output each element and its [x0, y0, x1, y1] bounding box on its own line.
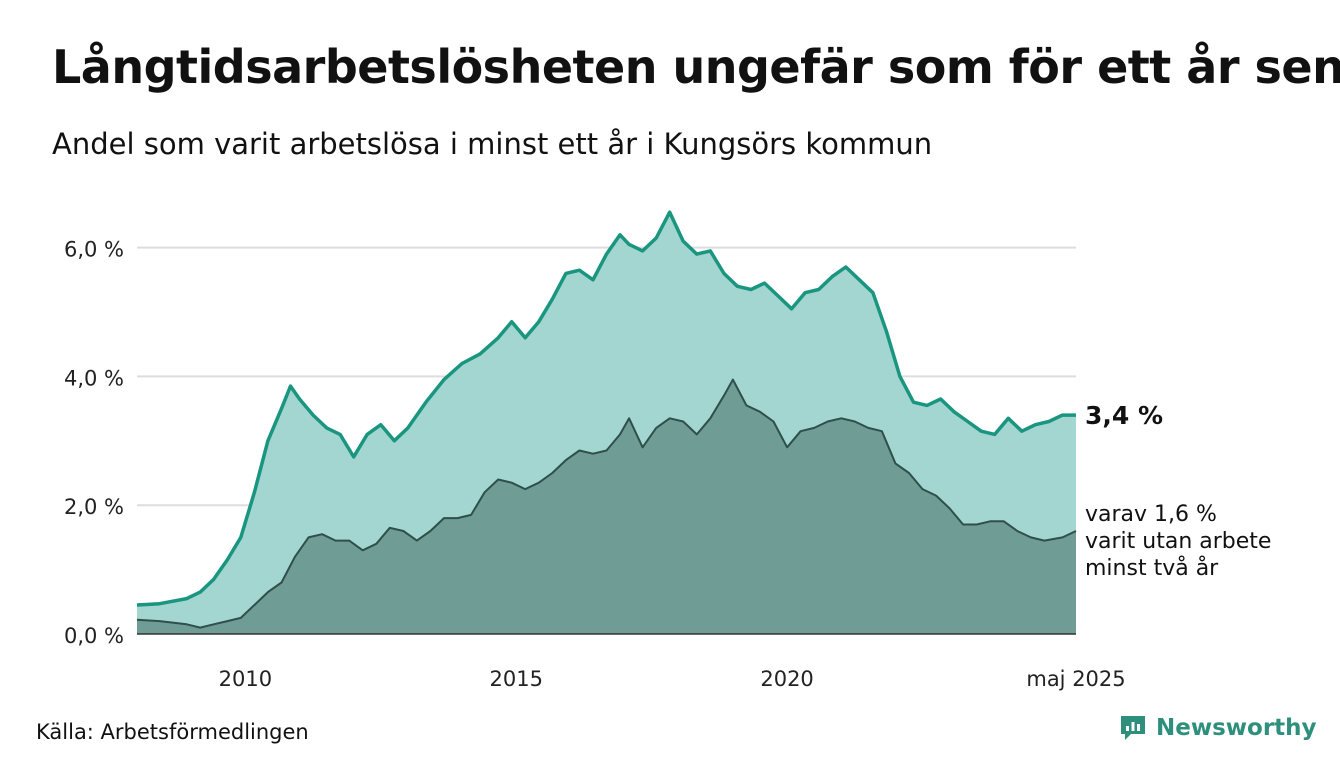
sub-value-label-line: minst två år — [1085, 555, 1219, 581]
x-tick-label: maj 2025 — [1026, 667, 1125, 691]
series-line-minst-ett-ar — [136, 210, 1076, 607]
newsworthy-logo-icon — [1121, 716, 1145, 740]
last-value-label: 3,4 % — [1085, 401, 1163, 430]
x-tick-label: 2020 — [760, 667, 813, 691]
y-tick-label: 4,0 % — [64, 366, 124, 390]
y-tick-label: 0,0 % — [64, 624, 124, 648]
sub-value-label-line: varit utan arbete — [1085, 529, 1271, 554]
brand-logo: Newsworthy — [1118, 713, 1317, 743]
source-note: Källa: Arbetsförmedlingen — [36, 720, 309, 744]
series-area-minst-tva-ar — [137, 379, 1076, 634]
sub-value-label-line: varav 1,6 % — [1085, 502, 1217, 527]
chart-subtitle: Andel som varit arbetslösa i minst ett å… — [52, 127, 933, 161]
area-chart: 0,0 % 2,0 % 4,0 % 6,0 % 2010 2015 2020 maj 2025… — [64, 210, 1271, 691]
y-tick-label: 2,0 % — [64, 495, 124, 519]
chart-title: Långtidsarbetslösheten ungefär som för e… — [52, 40, 1340, 94]
x-tick-label: 2015 — [489, 667, 542, 691]
brand-name: Newsworthy — [1156, 715, 1317, 741]
y-tick-label: 6,0 % — [64, 238, 124, 262]
series-line-minst-tva-ar — [136, 378, 1077, 629]
x-tick-label: 2010 — [219, 667, 272, 691]
